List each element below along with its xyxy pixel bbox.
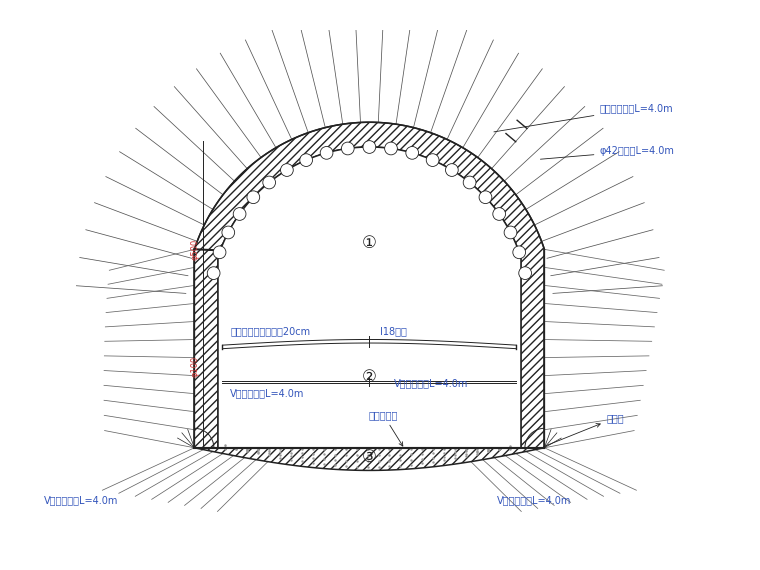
Text: V级系统锚管L=4.0m: V级系统锚管L=4.0m [230, 388, 305, 398]
Circle shape [280, 164, 293, 176]
Text: 系统径向锚杆L=4.0m: 系统径向锚杆L=4.0m [494, 104, 673, 132]
Text: ①: ① [362, 234, 377, 251]
Polygon shape [195, 448, 544, 470]
Circle shape [464, 176, 476, 189]
Circle shape [214, 246, 226, 259]
Circle shape [479, 191, 492, 203]
Circle shape [222, 226, 235, 239]
Circle shape [519, 267, 531, 279]
Text: ②: ② [362, 368, 377, 386]
Circle shape [445, 164, 458, 176]
Circle shape [385, 142, 397, 155]
Circle shape [513, 246, 526, 259]
Polygon shape [218, 147, 521, 448]
Circle shape [492, 207, 505, 221]
Circle shape [207, 267, 220, 279]
Text: φ100: φ100 [190, 356, 199, 377]
Circle shape [363, 141, 375, 153]
Text: φ500: φ500 [190, 239, 199, 260]
Text: V级系统锚管L=4.0m: V级系统锚管L=4.0m [394, 378, 468, 388]
Circle shape [341, 142, 354, 155]
Text: ③: ③ [362, 448, 377, 466]
Text: V级系统锚管L=4.0m: V级系统锚管L=4.0m [497, 495, 572, 505]
Text: 垫脚板: 垫脚板 [543, 413, 624, 447]
Circle shape [504, 226, 517, 239]
Circle shape [263, 176, 276, 189]
Circle shape [406, 146, 419, 159]
Polygon shape [195, 122, 544, 448]
Circle shape [299, 154, 312, 166]
Text: φ42小导管L=4.0m: φ42小导管L=4.0m [540, 146, 674, 159]
Circle shape [320, 146, 333, 159]
Text: 仰拱填充面: 仰拱填充面 [369, 410, 403, 446]
Circle shape [247, 191, 260, 203]
Text: 临时仰拱喷混凝土厚20cm: 临时仰拱喷混凝土厚20cm [230, 327, 310, 337]
Circle shape [233, 207, 246, 221]
Text: V级系统锚管L=4.0m: V级系统锚管L=4.0m [44, 495, 119, 505]
Circle shape [426, 154, 439, 166]
Text: I18横撑: I18横撑 [380, 327, 407, 337]
